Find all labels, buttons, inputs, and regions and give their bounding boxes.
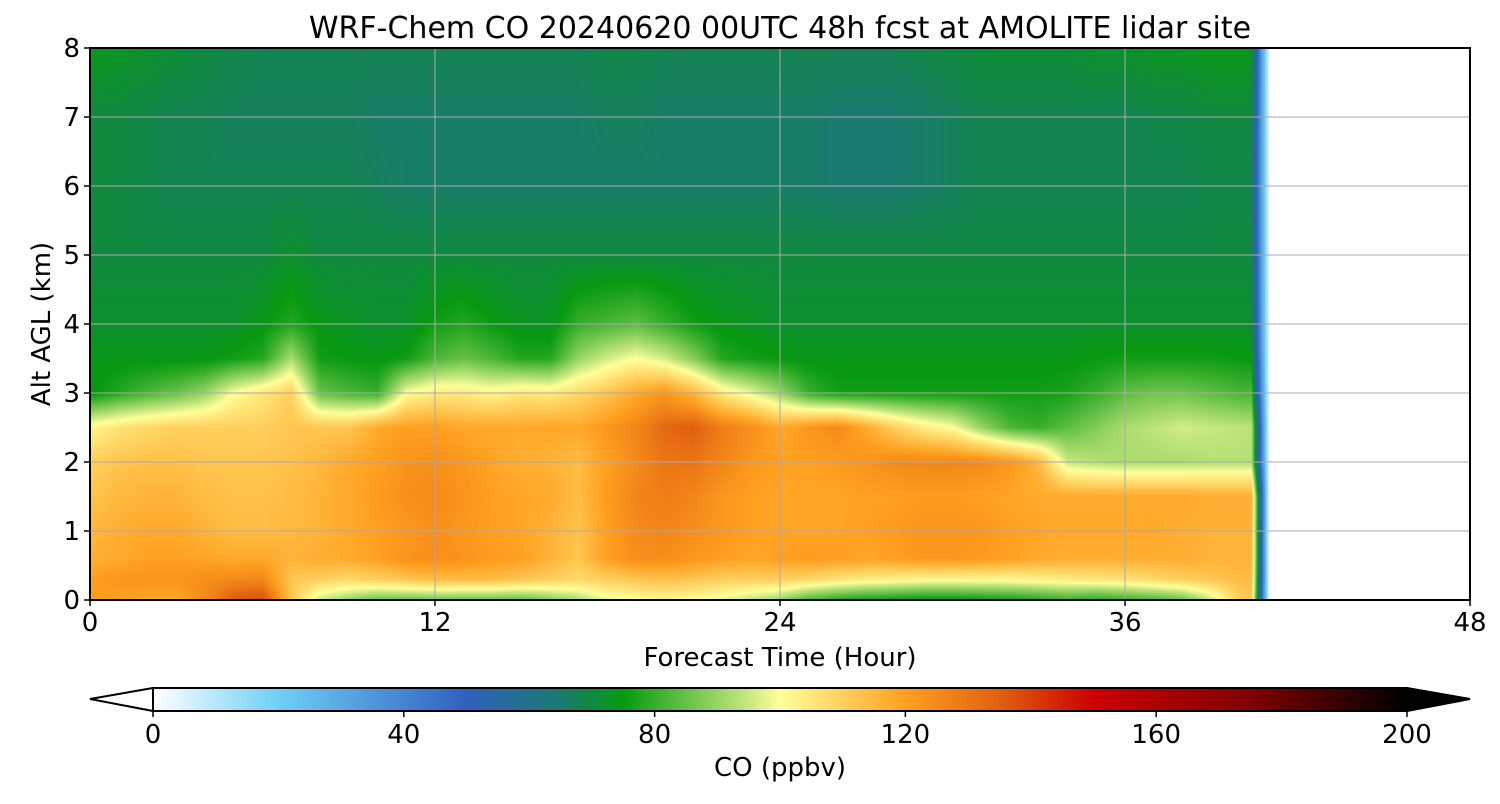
colorbar-tick-label: 120 bbox=[881, 720, 931, 750]
y-axis-ticks: 0 1 2 3 4 5 6 7 8 bbox=[63, 34, 90, 616]
x-tick-label: 12 bbox=[418, 608, 451, 638]
plot-area bbox=[89, 47, 1471, 601]
colorbar-extend-high bbox=[1406, 686, 1471, 713]
colorbar-tick-label: 40 bbox=[387, 720, 420, 750]
y-tick-label: 0 bbox=[63, 586, 80, 616]
x-axis-ticks: 0 12 24 36 48 bbox=[82, 600, 1487, 638]
x-tick-label: 48 bbox=[1453, 608, 1486, 638]
x-tick-label: 36 bbox=[1108, 608, 1141, 638]
y-tick-label: 4 bbox=[63, 310, 80, 340]
y-tick-label: 7 bbox=[63, 103, 80, 133]
colorbar-tick-label: 80 bbox=[638, 720, 671, 750]
colorbar-extend-low bbox=[89, 686, 154, 713]
colorbar-label: CO (ppbv) bbox=[714, 753, 846, 783]
colorbar-tick-label: 160 bbox=[1131, 720, 1181, 750]
chart-title: WRF-Chem CO 20240620 00UTC 48h fcst at A… bbox=[309, 11, 1251, 46]
y-tick-label: 6 bbox=[63, 172, 80, 202]
colorbar-tick-label: 200 bbox=[1382, 720, 1432, 750]
x-axis-label: Forecast Time (Hour) bbox=[643, 643, 916, 673]
colorbar-ticks: 0 40 80 120 160 200 bbox=[145, 711, 1432, 750]
y-tick-label: 1 bbox=[63, 517, 80, 547]
y-tick-label: 2 bbox=[63, 448, 80, 478]
y-tick-label: 3 bbox=[63, 379, 80, 409]
colorbar: 0 40 80 120 160 200 CO (ppbv) bbox=[89, 686, 1471, 783]
y-axis-label: Alt AGL (km) bbox=[27, 242, 57, 406]
x-tick-label: 24 bbox=[763, 608, 796, 638]
colorbar-tick-label: 0 bbox=[145, 720, 162, 750]
colorbar-bar bbox=[152, 687, 1408, 712]
grid-lines bbox=[90, 48, 1470, 600]
y-tick-label: 8 bbox=[63, 34, 80, 64]
x-tick-label: 0 bbox=[82, 608, 99, 638]
y-tick-label: 5 bbox=[63, 241, 80, 271]
